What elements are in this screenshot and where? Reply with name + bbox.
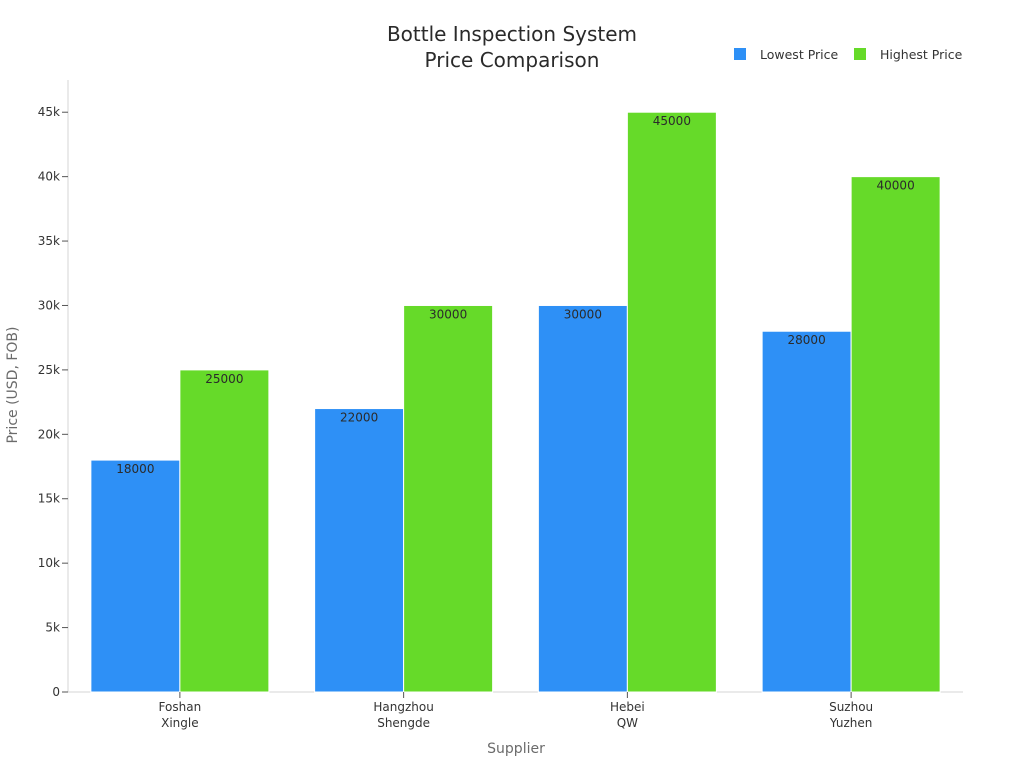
chart-title-line-1: Bottle Inspection System <box>386 22 638 46</box>
bar-lowest-price-foshan-xingle <box>90 459 181 693</box>
bar-highest-price-hebei-qw <box>626 111 717 693</box>
data-label: 30000 <box>564 307 602 321</box>
legend-item-lowest-price[interactable]: Lowest Price <box>734 46 838 62</box>
y-tick-label: 5k <box>45 621 60 635</box>
bar-highest-price-suzhou-yuzhen <box>850 176 941 693</box>
bar-lowest-price-hangzhou-shengde <box>314 408 405 693</box>
x-tick-label: Xingle <box>161 716 199 730</box>
bar-lowest-price-hebei-qw <box>537 304 628 693</box>
bar-lowest-price-suzhou-yuzhen <box>761 330 852 693</box>
x-tick-label: Hebei <box>610 700 645 714</box>
y-tick-label: 25k <box>38 363 60 377</box>
y-tick-label: 40k <box>38 170 60 184</box>
x-tick-label: Shengde <box>377 716 430 730</box>
legend-item-highest-price[interactable]: Highest Price <box>854 46 962 62</box>
x-tick-label: Suzhou <box>829 700 873 714</box>
y-tick-label: 30k <box>38 298 60 312</box>
data-label: 25000 <box>205 372 243 386</box>
data-label: 45000 <box>653 114 691 128</box>
chart-title-line-2: Price Comparison <box>424 48 600 72</box>
legend-label-lowest-price: Lowest Price <box>760 46 839 62</box>
x-tick-label: Yuzhen <box>829 716 872 730</box>
legend-swatch-highest-price <box>854 48 866 60</box>
data-label: 30000 <box>429 307 467 321</box>
y-tick-label: 10k <box>38 556 60 570</box>
legend-label-highest-price: Highest Price <box>880 46 963 62</box>
x-tick-label: Foshan <box>159 700 202 714</box>
data-label: 28000 <box>788 333 826 347</box>
data-label: 40000 <box>877 179 915 193</box>
x-tick-label: Hangzhou <box>373 700 433 714</box>
y-tick-label: 20k <box>38 427 60 441</box>
data-label: 18000 <box>116 462 154 476</box>
bar-highest-price-hangzhou-shengde <box>403 304 494 693</box>
x-axis-title: Supplier <box>487 741 545 757</box>
legend-swatch-lowest-price <box>734 48 746 60</box>
y-tick-label: 45k <box>38 105 60 119</box>
y-tick-label: 15k <box>38 492 60 506</box>
y-tick-label: 0 <box>52 685 60 699</box>
y-axis-title: Price (USD, FOB) <box>5 326 21 444</box>
x-tick-label: QW <box>617 716 638 730</box>
data-label: 22000 <box>340 411 378 425</box>
y-tick-label: 35k <box>38 234 60 248</box>
bar-highest-price-foshan-xingle <box>179 369 270 693</box>
